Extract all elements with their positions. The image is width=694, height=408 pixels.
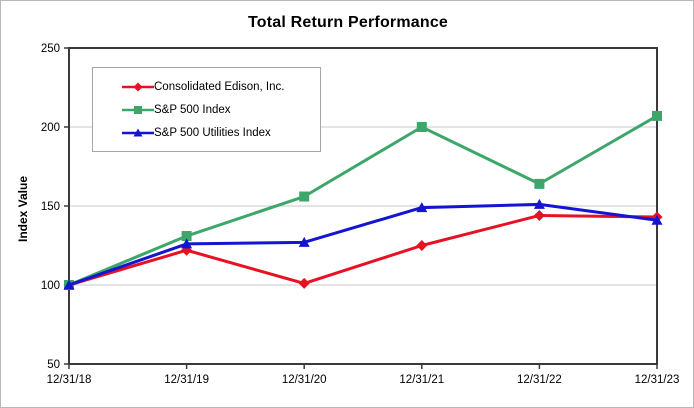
x-tick-label: 12/31/18 <box>47 374 92 386</box>
data-point-marker <box>416 240 428 251</box>
data-point-marker <box>298 277 310 289</box>
legend-marker <box>134 105 142 114</box>
series-line <box>67 114 659 287</box>
y-tick-label: 100 <box>41 280 60 292</box>
chart-title: Total Return Performance <box>247 14 449 31</box>
legend-diamond-marker-icon <box>122 82 154 91</box>
data-point-marker <box>533 209 545 221</box>
data-point-marker <box>416 202 428 213</box>
data-point-marker <box>181 231 192 242</box>
legend-marker <box>133 82 143 91</box>
data-point-marker <box>298 236 310 247</box>
x-tick-label: 12/31/21 <box>399 374 444 386</box>
y-tick-label: 250 <box>41 43 60 55</box>
data-point-marker <box>181 238 193 249</box>
data-point-marker <box>416 122 427 132</box>
legend-entry-sp500-utilities-index: S&P 500 Utilities Index <box>122 126 316 140</box>
series-line <box>67 202 659 287</box>
series-line <box>67 213 659 287</box>
x-tick-label: 12/31/20 <box>282 374 327 386</box>
legend-entry-consolidated-edison: Consolidated Edison, Inc. <box>122 80 316 94</box>
legend-square-marker-icon <box>122 105 154 114</box>
legend-label: S&P 500 Utilities Index <box>154 126 271 139</box>
data-point-marker <box>652 110 662 121</box>
y-tick-label: 150 <box>41 201 60 213</box>
data-point-marker <box>651 214 663 225</box>
legend-marker <box>133 128 143 136</box>
data-point-marker <box>63 279 75 290</box>
legend-label: Consolidated Edison, Inc. <box>154 80 285 93</box>
plot-frame <box>68 47 658 365</box>
y-tick-label: 50 <box>47 359 60 371</box>
legend-entry-sp500-index: S&P 500 Index <box>122 103 316 117</box>
x-tick-label: 12/31/23 <box>635 374 680 386</box>
x-tick-label: 12/31/22 <box>517 374 562 386</box>
x-tick-label: 12/31/19 <box>164 374 209 386</box>
data-point-marker <box>534 178 545 189</box>
data-point-marker <box>299 191 310 202</box>
legend-label: S&P 500 Index <box>154 103 231 116</box>
y-tick-label: 200 <box>41 122 60 134</box>
data-point-marker <box>533 198 545 209</box>
legend-triangle-marker-icon <box>122 128 154 136</box>
legend: Consolidated Edison, Inc. S&P 500 Index … <box>92 67 321 152</box>
